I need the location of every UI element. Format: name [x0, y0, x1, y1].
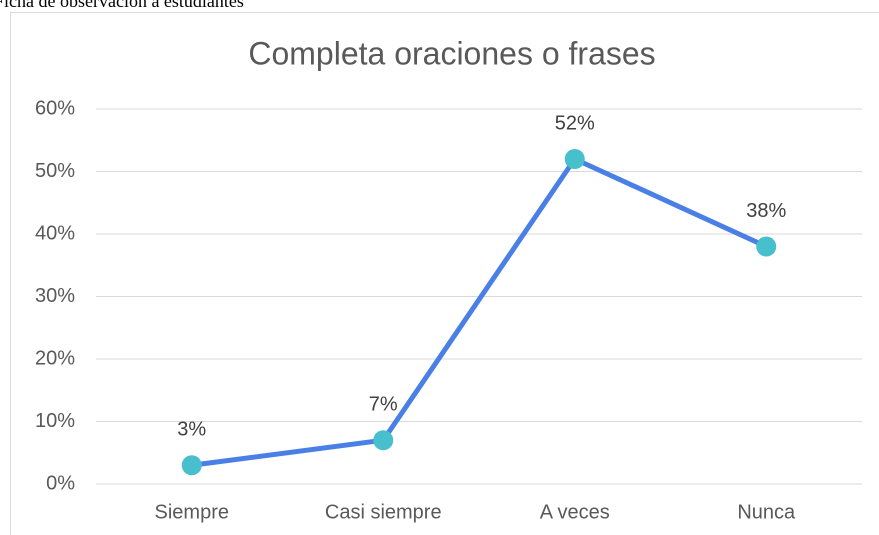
chart-title: Completa oraciones o frases — [248, 35, 655, 71]
y-tick-label: 40% — [35, 222, 75, 244]
header-text: Ficha de observación a estudiantes — [0, 0, 244, 11]
x-tick-label: Casi siempre — [325, 501, 442, 523]
data-label: 38% — [746, 200, 786, 222]
y-tick-label: 10% — [35, 410, 75, 432]
marker — [756, 236, 777, 257]
marker — [181, 455, 202, 476]
y-tick-label: 0% — [46, 472, 75, 494]
y-tick-label: 20% — [35, 347, 75, 369]
y-tick-label: 50% — [35, 160, 75, 182]
line — [191, 156, 768, 468]
marker — [373, 430, 394, 451]
chart-border — [10, 12, 879, 535]
x-tick-label: A veces — [540, 501, 610, 523]
y-tick-label: 30% — [35, 285, 75, 307]
marker — [564, 149, 585, 169]
x-tick-label: Nunca — [737, 501, 796, 523]
data-label: 7% — [369, 394, 398, 416]
x-tick-label: Siempre — [155, 501, 229, 523]
data-label: 52% — [555, 112, 595, 134]
y-tick-label: 60% — [35, 97, 75, 119]
data-label: 3% — [177, 419, 206, 441]
